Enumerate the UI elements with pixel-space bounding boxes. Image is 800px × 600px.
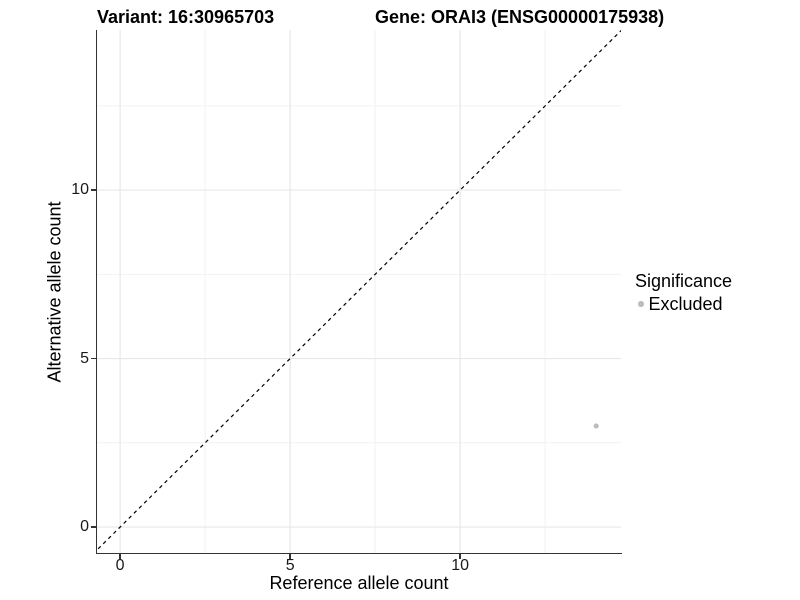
plot-title-gene: Gene: ORAI3 (ENSG00000175938) bbox=[375, 7, 665, 27]
x-tick-mark bbox=[119, 554, 121, 560]
legend-title: Significance bbox=[635, 271, 733, 291]
panel-canvas bbox=[97, 30, 621, 553]
y-tick-label: 5 bbox=[80, 349, 89, 367]
x-tick-label: 10 bbox=[451, 557, 470, 574]
identity-dashed-line bbox=[97, 30, 621, 551]
y-tick-label: 0 bbox=[80, 518, 89, 536]
x-axis-title: Reference allele count bbox=[269, 573, 449, 593]
data-point bbox=[593, 423, 599, 429]
plot-panel bbox=[97, 30, 621, 553]
y-axis-line bbox=[95, 30, 97, 555]
legend-point-icon bbox=[638, 301, 644, 307]
x-tick-label: 5 bbox=[285, 557, 295, 574]
x-tick-mark bbox=[459, 554, 461, 560]
x-tick-label: 0 bbox=[115, 557, 125, 574]
legend-items: Excluded bbox=[635, 294, 732, 314]
legend: Significance Excluded bbox=[635, 271, 732, 314]
y-tick-mark bbox=[90, 357, 96, 360]
y-tick-label: 10 bbox=[71, 181, 89, 199]
y-tick-mark bbox=[90, 189, 96, 191]
plot-title-variant: Variant: 16:30965703 bbox=[97, 7, 275, 27]
x-tick-mark bbox=[289, 554, 291, 560]
legend-item-label: Excluded bbox=[648, 294, 723, 314]
x-axis-line bbox=[95, 553, 623, 555]
legend-item: Excluded bbox=[635, 294, 732, 314]
y-tick-mark bbox=[90, 526, 96, 528]
